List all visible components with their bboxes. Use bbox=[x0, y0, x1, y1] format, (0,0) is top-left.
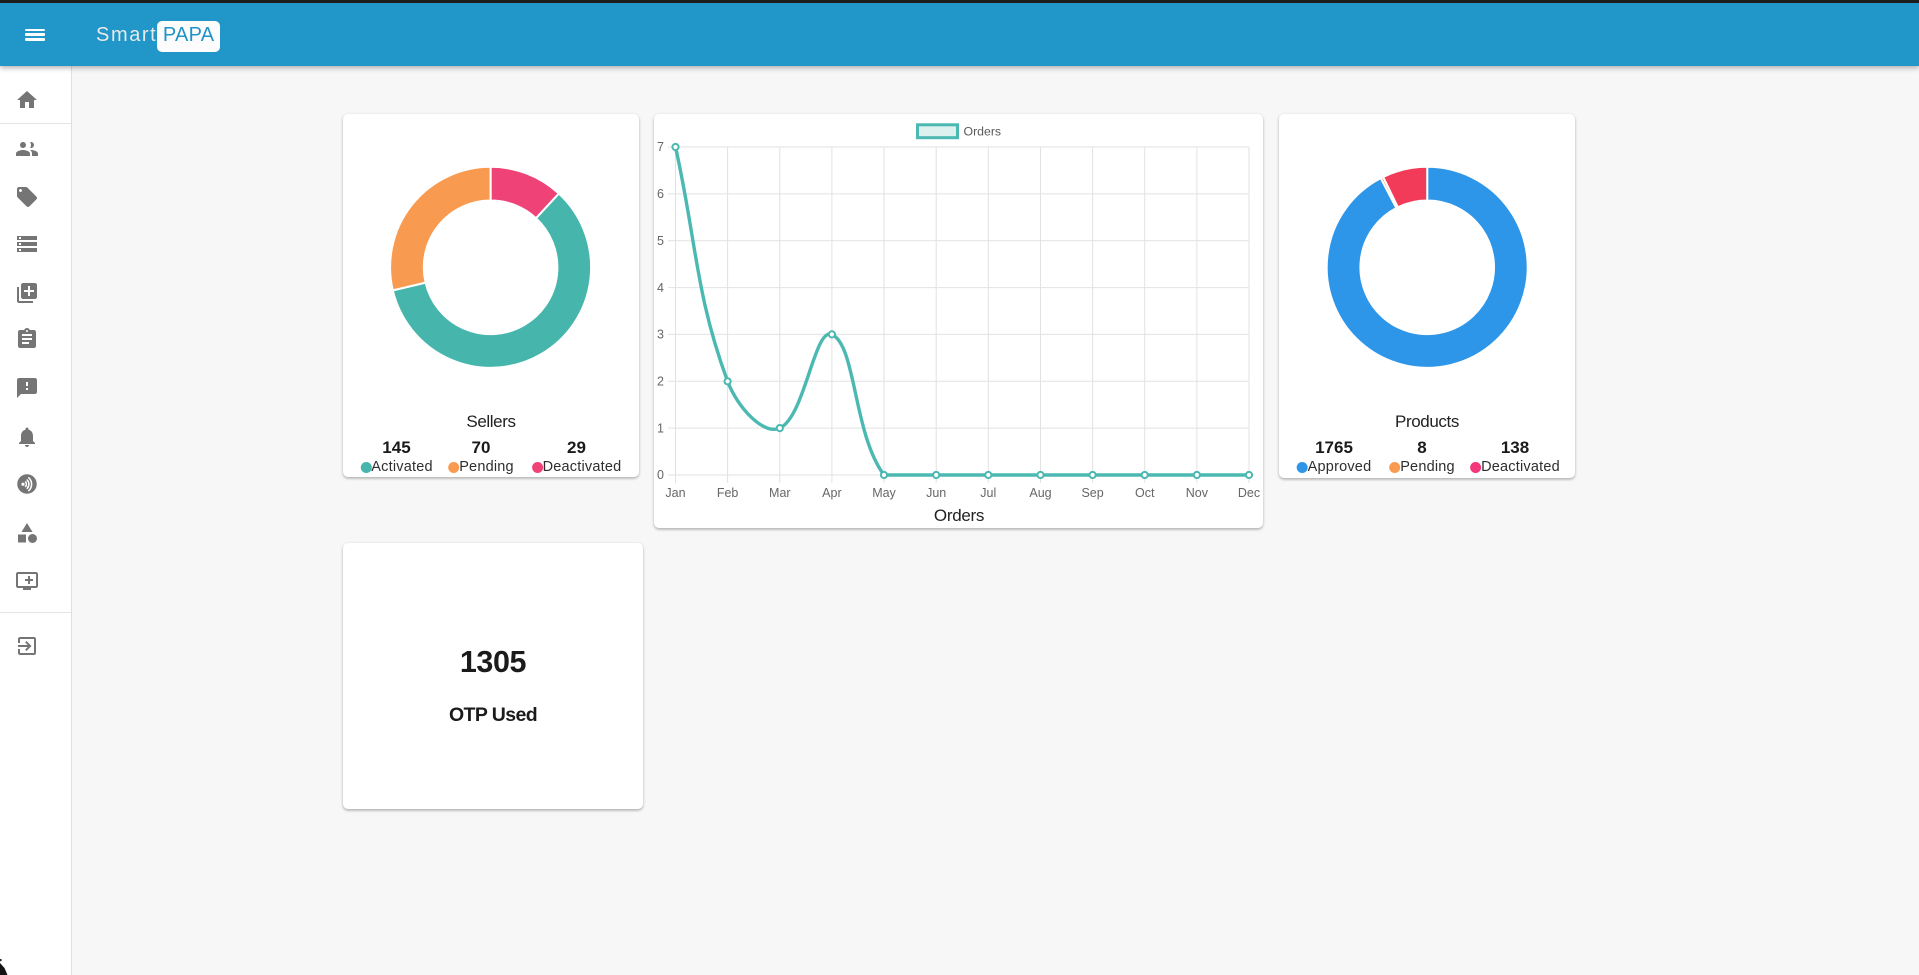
svg-text:Feb: Feb bbox=[717, 486, 739, 500]
svg-text:Oct: Oct bbox=[1135, 486, 1155, 500]
svg-text:Mar: Mar bbox=[769, 486, 791, 500]
svg-text:1: 1 bbox=[657, 421, 664, 435]
svg-text:Orders: Orders bbox=[964, 125, 1002, 139]
svg-text:Aug: Aug bbox=[1029, 486, 1051, 500]
svg-text:2: 2 bbox=[657, 375, 664, 389]
svg-text:Jul: Jul bbox=[980, 486, 996, 500]
svg-text:6: 6 bbox=[657, 187, 664, 201]
svg-text:5: 5 bbox=[657, 234, 664, 248]
svg-text:Sep: Sep bbox=[1081, 486, 1103, 500]
svg-text:4: 4 bbox=[657, 281, 664, 295]
svg-text:3: 3 bbox=[657, 328, 664, 342]
svg-text:7: 7 bbox=[657, 140, 664, 154]
svg-text:Nov: Nov bbox=[1186, 486, 1209, 500]
svg-text:Jun: Jun bbox=[926, 486, 946, 500]
svg-text:Dec: Dec bbox=[1238, 486, 1260, 500]
svg-text:Jan: Jan bbox=[665, 486, 685, 500]
svg-text:Orders: Orders bbox=[934, 506, 984, 525]
svg-text:May: May bbox=[872, 486, 896, 500]
svg-text:0: 0 bbox=[657, 468, 664, 482]
svg-text:Apr: Apr bbox=[822, 486, 841, 500]
